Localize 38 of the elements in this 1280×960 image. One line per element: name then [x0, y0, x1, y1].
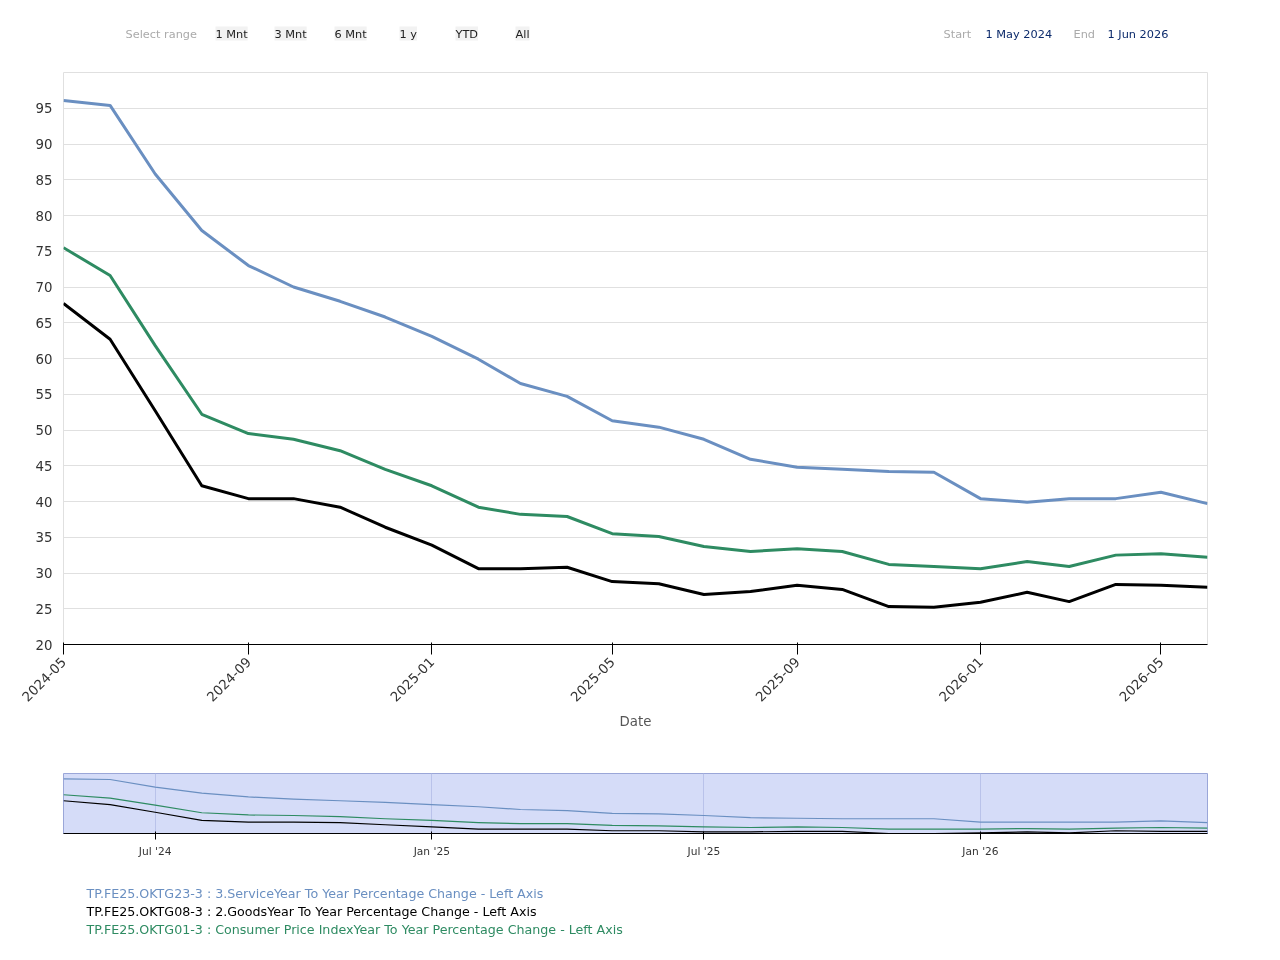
- y-tick-label: 70: [35, 280, 53, 295]
- y-tick-label: 40: [35, 494, 53, 510]
- line-series: [63, 301, 1208, 609]
- x-tick-label: Jan '26: [961, 844, 999, 858]
- text: 3 Mnt: [274, 26, 308, 41]
- text: 1 y: [399, 26, 418, 41]
- text: Start: [943, 26, 972, 41]
- text: 6 Mnt: [334, 26, 368, 41]
- text: 1 May 2024: [985, 26, 1053, 41]
- y-tick-label: 35: [35, 530, 53, 546]
- y-tick-label: 90: [35, 137, 53, 152]
- y-tick-label: 65: [35, 315, 53, 331]
- y-tick-label: 55: [35, 387, 53, 403]
- text: TP.FE25.OKTG23-3 : 3.ServiceYear To Year Percentage Change - Left Axis: [85, 885, 544, 901]
- y-tick-label: 85: [35, 172, 53, 188]
- text: YTD: [454, 26, 479, 41]
- y-tick-label: 30: [35, 566, 53, 581]
- y-tick-label: 75: [35, 244, 53, 260]
- x-tick-label: Jul '25: [686, 844, 721, 858]
- text: TP.FE25.OKTG08-3 : 2.GoodsYear To Year Percentage Change - Left Axis: [85, 903, 537, 919]
- y-tick-label: 60: [35, 351, 53, 367]
- y-tick-label: 80: [35, 208, 53, 224]
- y-tick-label: 95: [35, 101, 53, 117]
- text: All: [515, 26, 530, 41]
- y-tick-label: 50: [35, 423, 53, 438]
- y-tick-label: 45: [35, 458, 53, 474]
- x-tick-label: Jan '25: [412, 844, 450, 858]
- y-tick-label: 20: [35, 637, 53, 653]
- text: Select range: [125, 26, 198, 41]
- line-series: [63, 246, 1208, 571]
- x-axis-title: Date: [619, 713, 652, 729]
- text: 1 Mnt: [215, 26, 249, 41]
- y-tick-label: 25: [35, 601, 53, 617]
- text: 1 Jun 2026: [1107, 26, 1169, 41]
- line-series: [63, 98, 1208, 506]
- x-tick-label: Jul '24: [137, 844, 172, 858]
- text: End: [1073, 26, 1096, 41]
- text: TP.FE25.OKTG01-3 : Consumer Price IndexYear To Year Percentage Change - Left Axis: [85, 921, 623, 937]
